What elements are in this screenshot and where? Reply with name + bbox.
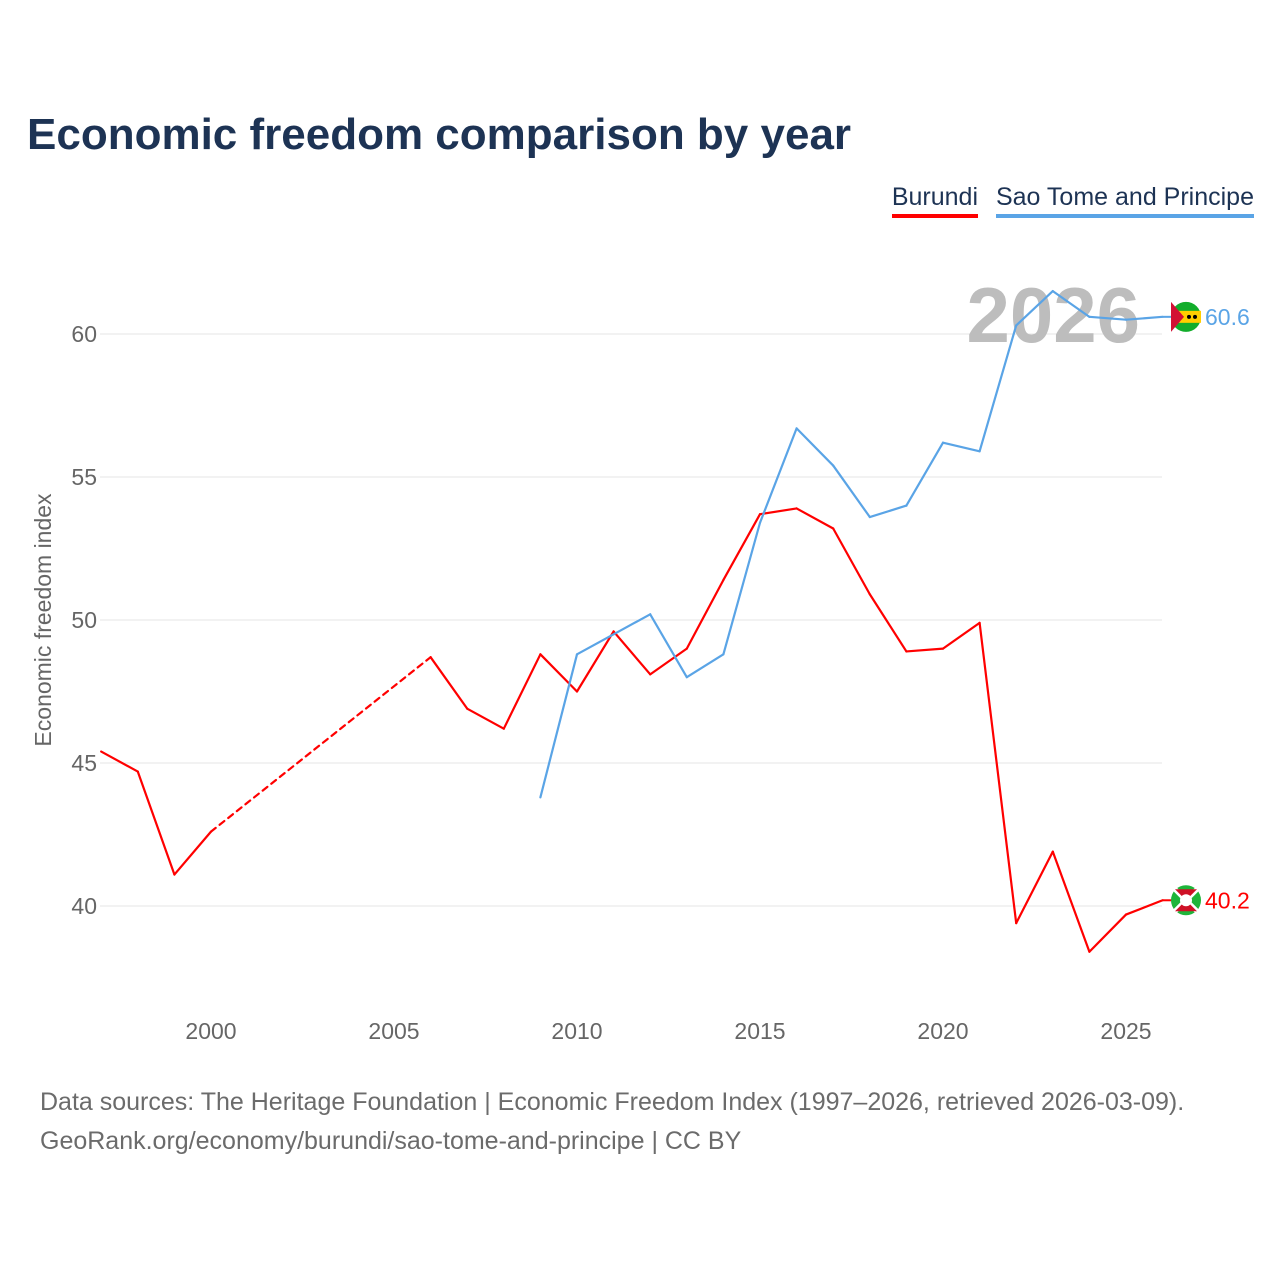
y-tick-label: 45 [71,750,97,776]
series-segment [905,647,945,653]
x-tick-label: 2025 [1100,1018,1151,1044]
flag-triangle [1171,301,1184,332]
series-segment [429,656,469,710]
series-segment [1015,290,1054,327]
series-segment [466,707,505,730]
series-segment [941,621,981,650]
series-segment [832,527,871,596]
y-tick-label: 60 [71,321,97,347]
legend-sao-tome[interactable]: Sao Tome and Principe [995,183,1254,218]
series-segment [649,647,688,676]
series-end-label: 60.6 [1205,304,1250,330]
x-tick-label: 2015 [734,1018,785,1044]
series-segment [1124,315,1164,321]
series-segment [539,653,579,799]
year-watermark: 2026 [966,271,1140,359]
footer-url: GeoRank.org/economy/burundi/sao-tome-and… [40,1127,742,1155]
series-segment [136,770,176,876]
y-tick-label: 55 [71,464,97,490]
series-segment [941,441,981,453]
series-segment [722,521,762,656]
series-segment [795,427,835,467]
y-tick-label: 50 [71,607,97,633]
series-segment [905,441,945,507]
series-segment [612,630,652,676]
series-segment [173,830,213,876]
x-tick-label: 2000 [185,1018,236,1044]
series-gap-segment [209,656,432,833]
series-segment [758,427,798,524]
series-segment [100,750,139,773]
series-segment [649,613,688,679]
series-segment [1088,913,1128,953]
series-segment [758,507,798,516]
x-tick-label: 2020 [917,1018,968,1044]
series-segment [612,613,652,636]
series-segment [575,630,615,693]
y-tick-label: 40 [71,893,97,919]
burundi-flag-icon [1169,883,1203,918]
series-end-label: 40.2 [1205,887,1250,913]
series-segment [575,633,615,656]
series-segment [685,653,725,679]
series-segment [978,324,1018,453]
series-segment [539,653,579,693]
series-segment [832,464,871,519]
series-segment [1015,850,1054,925]
x-tick-label: 2010 [551,1018,602,1044]
series-segment [502,653,542,730]
y-axis-label: Economic freedom index [30,493,56,747]
flag-star [1193,314,1197,319]
sao-tome-flag-icon [1171,301,1201,332]
flag-disc [1180,894,1192,907]
series-segment [868,504,908,519]
series-segment [685,578,725,650]
flag-star [1187,314,1191,319]
series-segment [1088,315,1128,321]
series-segment [722,513,762,582]
series-segment [868,593,908,653]
footer-sources: Data sources: The Heritage Foundation | … [40,1088,1185,1116]
series-segment [1124,899,1164,916]
x-tick-label: 2005 [368,1018,419,1044]
legend-burundi[interactable]: Burundi [891,183,978,218]
series-segment [795,507,835,530]
chart-title: Economic freedom comparison by year [27,110,852,159]
series-segment [1051,850,1091,953]
series-segment [1051,290,1091,318]
series-segment [978,621,1018,925]
